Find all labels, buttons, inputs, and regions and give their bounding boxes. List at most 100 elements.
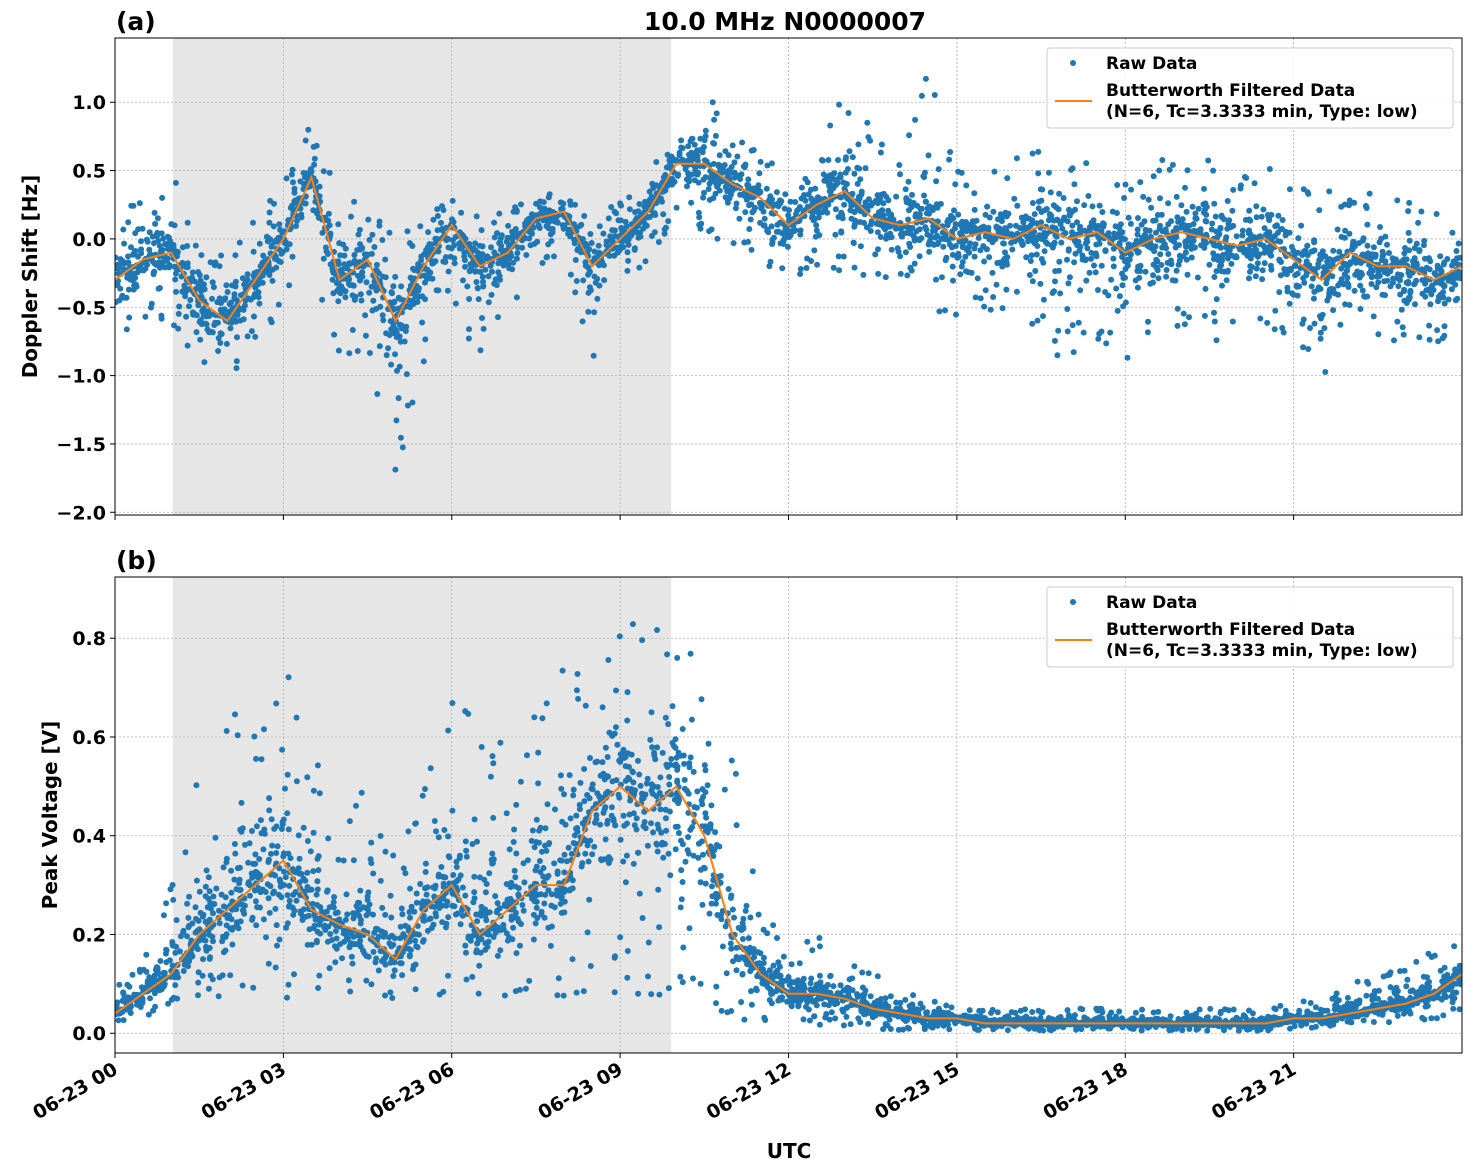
raw-data-point (998, 211, 1004, 217)
legend-filtered-params: (N=6, Tc=3.3333 min, Type: low) (1106, 102, 1418, 122)
raw-data-point (161, 912, 167, 918)
legend-filtered-label: Butterworth Filtered Data (1106, 81, 1355, 101)
raw-data-point (346, 277, 352, 283)
raw-data-point (1081, 330, 1087, 336)
raw-data-point (1143, 269, 1149, 275)
raw-data-point (405, 228, 411, 234)
raw-data-point (1277, 258, 1283, 264)
raw-data-point (909, 204, 915, 210)
raw-data-point (638, 234, 644, 240)
raw-data-point (399, 972, 405, 978)
raw-data-point (731, 915, 737, 921)
raw-data-point (185, 260, 191, 266)
raw-data-point (343, 246, 349, 252)
raw-data-point (570, 877, 576, 883)
raw-data-point (632, 245, 638, 251)
raw-data-point (296, 832, 302, 838)
raw-data-point (804, 265, 810, 271)
raw-data-point (851, 171, 857, 177)
raw-data-point (460, 277, 466, 283)
raw-data-point (558, 786, 564, 792)
raw-data-point (513, 915, 519, 921)
raw-data-point (351, 941, 357, 947)
raw-data-point (1034, 252, 1040, 258)
raw-data-point (213, 835, 219, 841)
raw-data-point (612, 731, 618, 737)
raw-data-point (311, 830, 317, 836)
raw-data-point (851, 240, 857, 246)
raw-data-point (438, 220, 444, 226)
raw-data-point (767, 198, 773, 204)
raw-data-point (536, 222, 542, 228)
raw-data-point (1253, 203, 1259, 209)
raw-data-point (152, 210, 158, 216)
raw-data-point (679, 896, 685, 902)
raw-data-point (224, 728, 230, 734)
raw-data-point (612, 209, 618, 215)
raw-data-point (368, 856, 374, 862)
raw-data-point (433, 828, 439, 834)
raw-data-point (986, 254, 992, 260)
raw-data-point (666, 774, 672, 780)
raw-data-point (1300, 275, 1306, 281)
raw-data-point (983, 212, 989, 218)
raw-data-point (250, 915, 256, 921)
raw-data-point (266, 895, 272, 901)
raw-data-point (531, 937, 537, 943)
raw-data-point (466, 296, 472, 302)
raw-data-point (1405, 208, 1411, 214)
raw-data-point (284, 810, 290, 816)
raw-data-point (366, 290, 372, 296)
raw-data-point (265, 881, 271, 887)
raw-data-point (335, 298, 341, 304)
raw-data-point (1017, 225, 1023, 231)
raw-data-point (625, 689, 631, 695)
raw-data-point (964, 247, 970, 253)
raw-data-point (245, 271, 251, 277)
raw-data-point (294, 778, 300, 784)
raw-data-point (476, 963, 482, 969)
raw-data-point (1414, 241, 1420, 247)
raw-data-point (479, 744, 485, 750)
raw-data-point (606, 253, 612, 259)
raw-data-point (1454, 248, 1460, 254)
raw-data-point (330, 290, 336, 296)
raw-data-point (402, 870, 408, 876)
raw-data-point (1125, 355, 1131, 361)
raw-data-point (825, 179, 831, 185)
raw-data-point (552, 806, 558, 812)
raw-data-point (978, 295, 984, 301)
raw-data-point (268, 851, 274, 857)
raw-data-point (476, 296, 482, 302)
raw-data-point (1209, 221, 1215, 227)
raw-data-point (1103, 340, 1109, 346)
raw-data-point (782, 191, 788, 197)
raw-data-point (254, 870, 260, 876)
raw-data-point (694, 147, 700, 153)
raw-data-point (210, 910, 216, 916)
raw-data-point (560, 201, 566, 207)
raw-data-point (797, 232, 803, 238)
raw-data-point (269, 243, 275, 249)
raw-data-point (367, 237, 373, 243)
raw-data-point (530, 828, 536, 834)
raw-data-point (346, 350, 352, 356)
raw-data-point (251, 249, 257, 255)
raw-data-point (683, 859, 689, 865)
raw-data-point (849, 216, 855, 222)
raw-data-point (1246, 275, 1252, 281)
raw-data-point (1364, 222, 1370, 228)
raw-data-point (515, 244, 521, 250)
raw-data-point (724, 970, 730, 976)
raw-data-point (382, 993, 388, 999)
raw-data-point (216, 993, 222, 999)
raw-data-point (658, 806, 664, 812)
raw-data-point (933, 277, 939, 283)
raw-data-point (655, 887, 661, 893)
raw-data-point (511, 827, 517, 833)
raw-data-point (674, 655, 680, 661)
raw-data-point (722, 787, 728, 793)
raw-data-point (1259, 214, 1265, 220)
raw-data-point (1267, 251, 1273, 257)
raw-data-point (208, 259, 214, 265)
